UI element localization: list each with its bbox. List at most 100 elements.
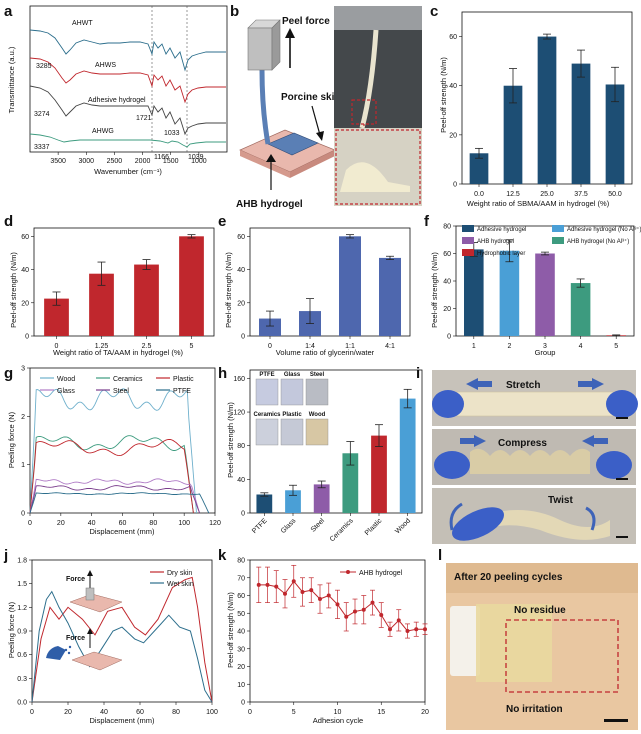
j-ytick-label: 0.3 bbox=[17, 676, 27, 683]
panel-g: g 0 20 40 60 80 100 120 0 1 2 3 Wood Ceramics Plas… bbox=[4, 365, 221, 536]
k-point-10 bbox=[344, 614, 349, 619]
k-ytick-label: 50 bbox=[237, 611, 245, 618]
ftir-y-label: Transmittance (a.u.) bbox=[7, 46, 16, 113]
e-y-label: Peel-off strength (N/m) bbox=[224, 252, 233, 328]
ftir-label-adhesive: Adhesive hydrogel bbox=[88, 97, 146, 104]
f-xtick-label: 3 bbox=[543, 343, 547, 350]
d-bar-2 bbox=[134, 264, 159, 336]
h-photo-2 bbox=[305, 378, 329, 406]
j-ytick-label: 1.2 bbox=[17, 605, 27, 612]
j-inset-force-1: Force bbox=[66, 576, 85, 583]
j-ytick-label: 1.5 bbox=[17, 581, 27, 588]
h-xtick-label: Ceramics bbox=[329, 517, 355, 543]
ftir-peak-3337: 3337 bbox=[34, 144, 50, 151]
panel-k: k 0 5 10 15 20 0 10 20 30 40 50 60 70 80 AHB hydrogel… bbox=[218, 547, 429, 725]
j-legend: Dry skin Wet skin bbox=[150, 570, 194, 588]
f-legend-label-2: AHB hydrogel bbox=[477, 239, 514, 245]
j-xtick-label: 0 bbox=[30, 709, 34, 716]
h-xtick-label: Plastic bbox=[364, 517, 384, 537]
j-xtick-label: 20 bbox=[64, 709, 72, 716]
h-photo-1 bbox=[280, 378, 304, 406]
h-bar-4 bbox=[371, 435, 387, 513]
f-ytick-label: 20 bbox=[443, 306, 451, 313]
c-bar-2 bbox=[537, 36, 557, 185]
panel-d: d 0 20 40 60 0 1.25 2.5 5 Weight ratio of TA/AA… bbox=[4, 213, 215, 357]
panel-c-label: c bbox=[430, 3, 438, 20]
panel-e-label: e bbox=[218, 213, 226, 230]
d-x-label: Weight ratio of TA/AAM in hydrogel (%) bbox=[53, 348, 184, 357]
ftir-peak-1033: 1033 bbox=[164, 130, 180, 137]
stretch-label: Stretch bbox=[506, 380, 540, 391]
d-xtick-label: 5 bbox=[190, 343, 194, 350]
k-y-label: Peel-off strength (N/m) bbox=[226, 592, 235, 668]
f-ytick-label: 0 bbox=[447, 334, 451, 341]
k-point-6 bbox=[309, 588, 314, 593]
d-bar-3 bbox=[179, 236, 204, 336]
panel-d-label: d bbox=[4, 213, 13, 230]
c-y-label: Peel-off strength (N/m) bbox=[439, 57, 448, 133]
h-ytick-label: 40 bbox=[237, 477, 245, 484]
k-point-9 bbox=[335, 602, 340, 607]
compress-arrow-right bbox=[582, 435, 608, 447]
peeled-hydrogel-arm bbox=[259, 69, 271, 145]
c-ytick-label: 0 bbox=[453, 182, 457, 189]
f-legend-label-4: Hydrophobic layer bbox=[477, 251, 525, 257]
panel-c: c 0 20 40 60 0.0 12.5 25.0 37.5 50.0 Weight rati… bbox=[430, 3, 633, 208]
j-inset-skin-2 bbox=[71, 651, 123, 671]
twist-arrow-right bbox=[585, 506, 596, 531]
ahb-hydrogel-label: AHB hydrogel bbox=[236, 199, 303, 210]
c-x-label: Weight ratio of SBMA/AAM in hydrogel (%) bbox=[467, 199, 610, 208]
k-xtick-label: 15 bbox=[377, 709, 385, 716]
zoom-inset-border bbox=[335, 129, 421, 205]
k-point-8 bbox=[326, 593, 331, 598]
panel-e: e 0 20 40 60 0 1:4 1:1 4:1 Volume ratio of glyc… bbox=[218, 213, 411, 357]
l-title: After 20 peeling cycles bbox=[454, 572, 563, 583]
ftir-peak-1721: 1721 bbox=[136, 115, 152, 122]
k-point-17 bbox=[405, 629, 410, 633]
j-y-label: Peeling force (N) bbox=[7, 601, 16, 658]
d-ytick-label: 20 bbox=[21, 300, 29, 307]
j-xtick-label: 40 bbox=[100, 709, 108, 716]
j-inset-force-2: Force bbox=[66, 635, 85, 642]
g-ytick-label: 1 bbox=[21, 462, 25, 469]
k-xtick-label: 20 bbox=[421, 709, 429, 716]
ftir-plot-frame bbox=[29, 5, 228, 153]
ftir-peak-3274: 3274 bbox=[34, 111, 50, 118]
c-bar-4 bbox=[605, 84, 625, 184]
hydrogel-edge bbox=[450, 606, 480, 676]
arm-photo-shade bbox=[446, 563, 638, 593]
c-ytick-label: 20 bbox=[449, 132, 457, 139]
g-y-label: Peeling force (N) bbox=[7, 411, 16, 468]
j-xtick-label: 60 bbox=[136, 709, 144, 716]
e-x-label: Volume ratio of glycerin/water bbox=[276, 348, 375, 357]
k-ytick-label: 60 bbox=[237, 593, 245, 600]
photo-zoom-inset bbox=[334, 128, 422, 206]
k-point-11 bbox=[353, 609, 357, 614]
j-curve-dry-skin bbox=[31, 576, 213, 703]
panel-j-label: j bbox=[3, 547, 8, 564]
g-xtick-label: 120 bbox=[209, 520, 221, 527]
panel-a-label: a bbox=[4, 3, 13, 20]
f-legend-label-0: Adhesive hydrogel bbox=[477, 227, 526, 233]
hydrogel-patch bbox=[476, 604, 552, 682]
c-xtick-label: 25.0 bbox=[540, 191, 554, 198]
h-bar-2 bbox=[313, 484, 330, 513]
compress-scale-bar bbox=[616, 478, 628, 480]
ftir-xtick-label: 1000 bbox=[191, 158, 207, 165]
c-bar-1 bbox=[503, 85, 523, 184]
ftir-xtick-label: 2500 bbox=[107, 158, 123, 165]
twist-glove bbox=[452, 507, 504, 541]
peel-force-label: Peel force bbox=[282, 16, 330, 27]
panel-f-label: f bbox=[424, 213, 430, 230]
g-legend-steel: Steel bbox=[113, 388, 129, 395]
j-ytick-label: 0.6 bbox=[17, 652, 27, 659]
k-point-2 bbox=[274, 584, 279, 589]
e-ytick-label: 20 bbox=[237, 300, 245, 307]
j-legend-wet: Wet skin bbox=[167, 581, 194, 588]
h-photo-label-3: Ceramics bbox=[253, 412, 281, 418]
f-legend-swatch-2 bbox=[462, 237, 474, 244]
f-xtick-label: 1 bbox=[472, 343, 476, 350]
peel-area-box bbox=[505, 619, 619, 693]
